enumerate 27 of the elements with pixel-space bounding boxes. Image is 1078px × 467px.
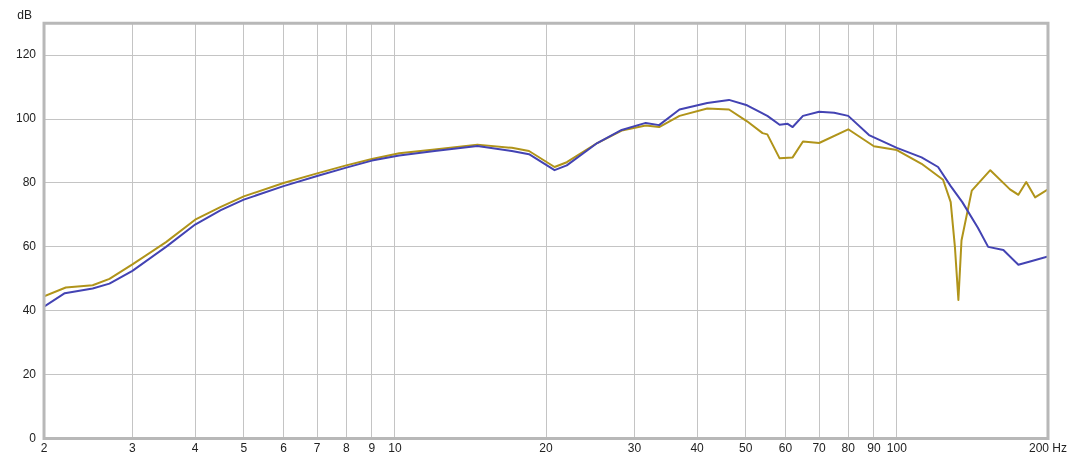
x-tick-label: 10 (388, 441, 402, 456)
x-tick-label: 2 (40, 441, 48, 456)
x-tick-label: 3 (129, 441, 137, 456)
y-tick-label: 20 (22, 367, 37, 381)
x-tick-label: 40 (690, 441, 705, 456)
x-tick-label: 90 (867, 441, 881, 456)
y-tick-label: 0 (29, 430, 37, 445)
x-tick-label: 7 (313, 441, 321, 456)
x-tick-label: 60 (778, 441, 793, 456)
x-tick-label: 9 (368, 441, 376, 456)
x-tick-label: 70 (812, 441, 827, 456)
x-tick-label: 50 (739, 441, 753, 456)
y-tick-label: 60 (22, 239, 37, 254)
x-tick-label: 5 (240, 441, 248, 456)
x-tick-label: 100 (886, 441, 908, 456)
y-axis-title: dB (17, 8, 33, 23)
y-tick-label: 40 (22, 303, 37, 318)
x-tick-label: 20 (539, 441, 553, 456)
x-tick-label: 200 Hz (1028, 441, 1067, 456)
y-tick-label: 80 (22, 175, 37, 190)
x-tick-label: 80 (841, 441, 856, 456)
x-tick-label: 6 (280, 441, 288, 456)
x-tick-label: 8 (342, 441, 350, 456)
x-tick-label: 4 (191, 441, 199, 456)
y-tick-label: 100 (15, 111, 37, 126)
x-tick-label: 30 (627, 441, 642, 456)
y-tick-label: 120 (15, 47, 37, 62)
